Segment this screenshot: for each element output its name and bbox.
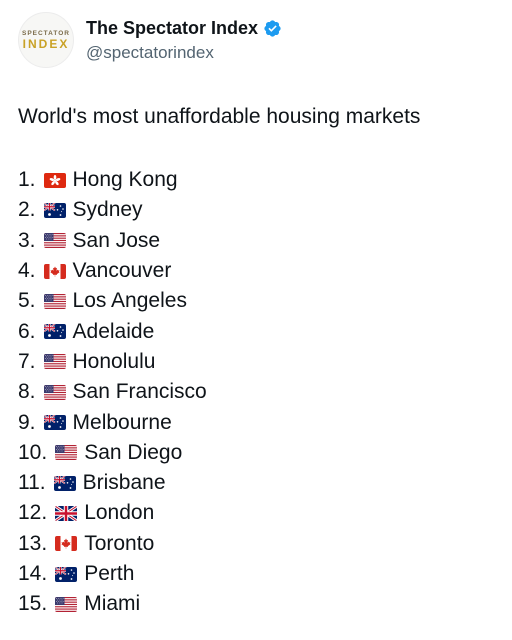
avatar-logo-top: SPECTATOR <box>21 29 70 37</box>
list-item: 3. San Jose <box>18 226 498 256</box>
display-name[interactable]: The Spectator Index <box>86 18 259 38</box>
list-item: 7. Honolulu <box>18 347 498 377</box>
rank-number: 13. <box>18 531 48 555</box>
hong-kong-flag-icon <box>43 172 66 188</box>
usa-flag-icon <box>43 384 66 400</box>
rank-number: 3. <box>18 228 36 252</box>
city-name: Vancouver <box>72 259 172 283</box>
list-item: 9. Melbourne <box>18 407 498 437</box>
ranking-list: 1. Hong Kong 2. Sydney 3. San Jose 4. Vancouver… <box>18 165 498 619</box>
list-item: 11. Brisbane <box>18 468 498 498</box>
australia-flag-icon <box>55 566 78 582</box>
usa-flag-icon <box>55 445 78 461</box>
rank-number: 6. <box>18 319 36 343</box>
list-item: 2. Sydney <box>18 195 498 225</box>
list-item: 1. Hong Kong <box>18 165 498 195</box>
city-name: Hong Kong <box>72 168 178 192</box>
city-name: Sydney <box>72 198 143 222</box>
city-name: Melbourne <box>72 410 172 434</box>
rank-number: 11. <box>18 471 46 495</box>
australia-flag-icon <box>53 475 76 491</box>
rank-number: 1. <box>18 168 36 192</box>
rank-number: 4. <box>18 259 36 283</box>
city-name: Adelaide <box>72 319 155 343</box>
usa-flag-icon <box>55 596 78 612</box>
tweet-header: SPECTATOR INDEX The Spectator Index @spe… <box>18 12 282 68</box>
australia-flag-icon <box>43 415 66 431</box>
handle[interactable]: @spectatorindex <box>86 42 214 62</box>
rank-number: 7. <box>18 349 36 373</box>
usa-flag-icon <box>43 233 66 249</box>
rank-number: 15. <box>18 592 48 616</box>
city-name: Toronto <box>84 531 155 555</box>
list-item: 15. Miami <box>18 589 498 619</box>
tweet-text-title: World's most unaffordable housing market… <box>18 105 421 128</box>
list-item: 12. London <box>18 498 498 528</box>
list-item: 4. Vancouver <box>18 256 498 286</box>
list-item: 10. San Diego <box>18 438 498 468</box>
usa-flag-icon <box>43 354 66 370</box>
uk-flag-icon <box>55 505 78 521</box>
city-name: Honolulu <box>72 349 156 373</box>
rank-number: 8. <box>18 380 36 404</box>
list-item: 8. San Francisco <box>18 377 498 407</box>
rank-number: 14. <box>18 562 48 585</box>
rank-number: 12. <box>18 501 48 525</box>
city-name: San Diego <box>84 440 183 464</box>
australia-flag-icon <box>43 202 66 218</box>
city-name: San Jose <box>72 228 161 252</box>
usa-flag-icon <box>43 293 66 309</box>
city-name: Brisbane <box>82 471 166 495</box>
city-name: Perth <box>84 562 135 585</box>
city-name: Los Angeles <box>72 289 187 313</box>
australia-flag-icon <box>43 324 66 340</box>
tweet-body: World's most unaffordable housing market… <box>18 104 498 619</box>
verified-badge-icon[interactable] <box>263 19 282 38</box>
rank-number: 10. <box>18 440 48 464</box>
list-item: 14. Perth <box>18 559 498 589</box>
canada-flag-icon <box>55 536 78 552</box>
avatar-logo-bottom: INDEX <box>22 36 70 51</box>
canada-flag-icon <box>43 263 66 279</box>
rank-number: 5. <box>18 289 36 313</box>
list-item: 5. Los Angeles <box>18 286 498 316</box>
display-name-row: The Spectator Index <box>86 18 282 40</box>
city-name: San Francisco <box>72 380 207 404</box>
rank-number: 2. <box>18 198 36 222</box>
list-item: 13. Toronto <box>18 529 498 559</box>
city-name: Miami <box>84 592 141 616</box>
avatar[interactable]: SPECTATOR INDEX <box>18 12 74 68</box>
author-names: The Spectator Index @spectatorindex <box>86 18 282 63</box>
city-name: London <box>84 501 155 525</box>
list-item: 6. Adelaide <box>18 316 498 346</box>
rank-number: 9. <box>18 410 36 434</box>
